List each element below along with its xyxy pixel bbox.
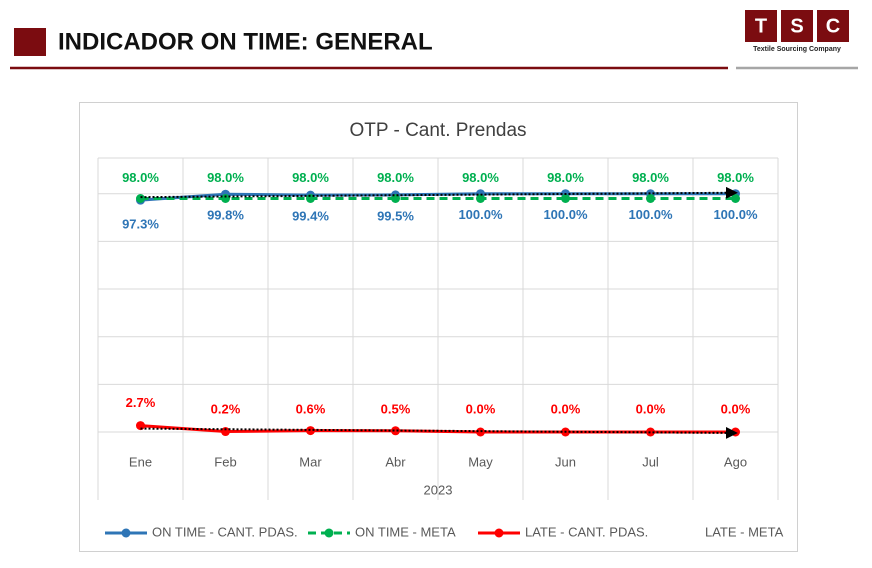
- x-tick-label: Mar: [299, 454, 322, 469]
- data-label: 0.5%: [381, 401, 411, 416]
- trendline: [140, 426, 738, 439]
- point: [476, 194, 485, 204]
- logo-letter: C: [826, 15, 840, 37]
- page-title: INDICADOR ON TIME: GENERAL: [58, 28, 433, 55]
- legend-label: ON TIME - CANT. PDAS.: [152, 524, 298, 539]
- data-label: 98.0%: [632, 170, 669, 185]
- title-square: [14, 28, 46, 56]
- legend-marker: [324, 528, 334, 538]
- x-tick-label: Feb: [214, 454, 236, 469]
- logo-box: [781, 10, 813, 42]
- x-tick-label: Jun: [555, 454, 576, 469]
- point: [306, 426, 315, 436]
- data-label: 0.0%: [551, 401, 581, 416]
- point: [391, 194, 400, 204]
- data-label: 100.0%: [628, 207, 673, 222]
- legend-marker: [494, 528, 504, 538]
- data-label: 2.7%: [126, 395, 156, 410]
- point: [561, 194, 570, 204]
- logo-tagline: Textile Sourcing Company: [753, 46, 841, 53]
- data-label: 100.0%: [543, 207, 588, 222]
- x-tick-label: Ene: [129, 454, 152, 469]
- x-tick-label: May: [468, 454, 493, 469]
- data-label: 98.0%: [717, 170, 754, 185]
- point: [391, 426, 400, 436]
- data-label: 99.5%: [377, 208, 414, 223]
- point: [646, 427, 655, 437]
- point: [646, 194, 655, 204]
- point: [731, 427, 740, 437]
- legend-label: LATE - CANT. PDAS.: [525, 524, 648, 539]
- point: [221, 194, 230, 204]
- x-tick-label: Ago: [724, 454, 747, 469]
- data-label: 0.0%: [466, 401, 496, 416]
- data-label: 98.0%: [547, 170, 584, 185]
- data-label: 0.2%: [211, 401, 241, 416]
- data-label: 0.0%: [721, 401, 751, 416]
- data-label: 98.0%: [207, 170, 244, 185]
- data-label: 0.0%: [636, 401, 666, 416]
- point: [136, 421, 145, 431]
- logo-box: [745, 10, 777, 42]
- data-label: 99.4%: [292, 209, 329, 224]
- trendline: [140, 186, 738, 199]
- data-label: 99.8%: [207, 208, 244, 223]
- data-label: 98.0%: [292, 170, 329, 185]
- point: [731, 194, 740, 204]
- legend-label: ON TIME - META: [355, 524, 456, 539]
- data-label: 98.0%: [377, 170, 414, 185]
- logo-letter: T: [755, 15, 767, 37]
- data-label: 98.0%: [122, 170, 159, 185]
- data-label: 98.0%: [462, 170, 499, 185]
- data-label: 97.3%: [122, 217, 159, 232]
- logo: T S C Textile Sourcing Company: [745, 10, 849, 53]
- legend-marker: [121, 528, 131, 538]
- point: [136, 194, 145, 204]
- legend-label: LATE - META: [705, 524, 784, 539]
- data-label: 100.0%: [713, 207, 758, 222]
- point: [221, 427, 230, 437]
- logo-box: [817, 10, 849, 42]
- data-label: 100.0%: [458, 207, 503, 222]
- data-label: 0.6%: [296, 401, 326, 416]
- logo-letter: S: [790, 15, 803, 37]
- chart-title: OTP - Cant. Prendas: [349, 120, 526, 141]
- x-tick-label: Abr: [385, 454, 406, 469]
- x-tick-label: Jul: [642, 454, 659, 469]
